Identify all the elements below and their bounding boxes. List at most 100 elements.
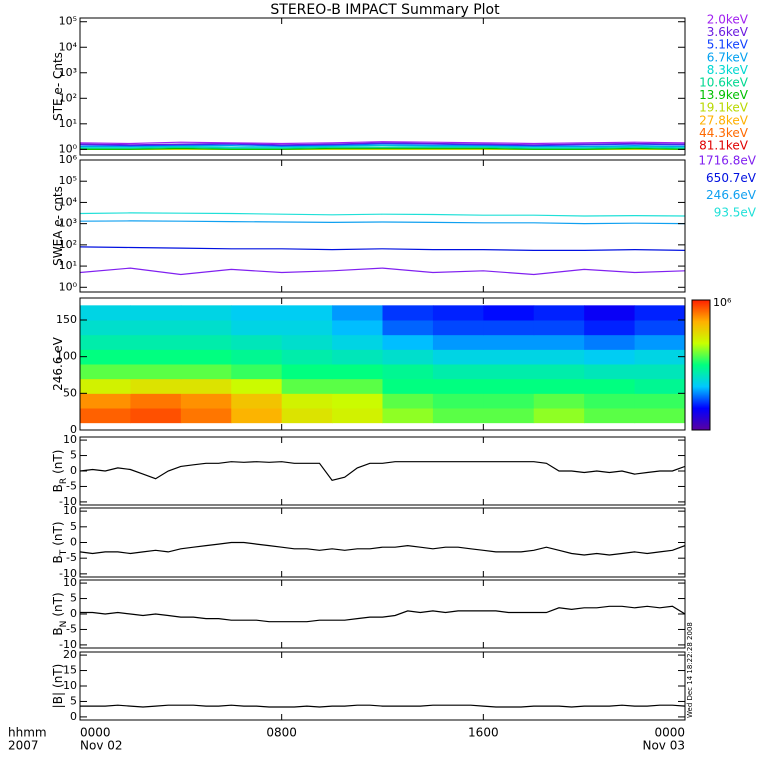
y-label-sub: N <box>59 621 69 628</box>
series-line <box>80 144 685 148</box>
legend-entry: 81.1keV <box>699 139 749 153</box>
heatmap-cell <box>483 378 535 394</box>
y-label-main: B <box>51 484 65 492</box>
y-tick-label: 20 <box>63 648 77 661</box>
series-line <box>80 141 685 145</box>
x-tick-label: 0800 <box>266 726 297 740</box>
heatmap-cell <box>634 320 685 336</box>
y-tick-label: 10 <box>63 679 77 692</box>
panel-plot <box>80 461 685 481</box>
heatmap-cell <box>80 378 131 394</box>
heatmap-cell <box>483 334 535 350</box>
heatmap-cell <box>584 320 636 336</box>
heatmap-cell <box>180 334 232 350</box>
heatmap-cell <box>231 320 283 336</box>
y-label-sub: T <box>59 549 69 556</box>
heatmap-cell <box>533 349 585 365</box>
x-row-label: hhmm <box>8 726 47 740</box>
colorbar <box>691 299 711 431</box>
series-line <box>80 541 685 556</box>
heatmap-cell <box>483 320 535 336</box>
y-tick-label: 50 <box>63 386 77 399</box>
heatmap-cell <box>483 349 535 365</box>
y-label-unit: (nT) <box>51 592 65 616</box>
panel-frame <box>79 17 686 156</box>
y-tick-label: 0 <box>70 607 77 620</box>
heatmap-cell <box>432 334 484 350</box>
heatmap-cell <box>332 393 383 409</box>
heatmap-cell <box>533 334 585 350</box>
y-axis-label: |B| (nT) <box>51 664 65 709</box>
heatmap-cell <box>634 349 685 365</box>
heatmap-cell <box>382 334 434 350</box>
y-tick-label: 10² <box>59 238 77 251</box>
y-tick-label: 10¹ <box>59 259 77 272</box>
y-tick-label: 10⁰ <box>59 142 78 155</box>
heatmap-cell <box>281 408 333 424</box>
panel-frame <box>79 159 686 293</box>
legend-entry: 650.7eV <box>706 171 757 185</box>
heatmap-cell <box>231 349 283 365</box>
heatmap-cell <box>231 408 283 424</box>
heatmap-cell <box>533 320 585 336</box>
heatmap-cell <box>382 349 434 365</box>
heatmap-cell <box>634 364 685 380</box>
heatmap-cell <box>382 320 434 336</box>
heatmap-cell <box>281 364 333 380</box>
heatmap-cell <box>332 305 383 321</box>
heatmap-cell <box>432 349 484 365</box>
heatmap-cell <box>180 393 232 409</box>
heatmap-cell <box>584 393 636 409</box>
panel-plot <box>80 212 685 276</box>
heatmap-cell <box>332 408 383 424</box>
heatmap-cell <box>130 305 182 321</box>
x-tick-label: 0000 <box>80 726 111 740</box>
series-line <box>80 142 685 146</box>
y-label-unit: (nT) <box>51 521 65 545</box>
heatmap-cell <box>180 364 232 380</box>
y-tick-label: 0 <box>70 464 77 477</box>
y-tick-label: 150 <box>56 313 77 326</box>
y-tick-label: 5 <box>70 520 77 533</box>
heatmap-cell <box>432 320 484 336</box>
series-line <box>80 704 685 708</box>
y-axis-label: STE e- Cnts <box>51 52 65 121</box>
y-tick-label: 10⁵ <box>59 174 77 187</box>
y-tick-label: 10 <box>63 576 77 589</box>
y-tick-label: 15 <box>63 664 77 677</box>
y-tick-label: 10³ <box>59 217 77 230</box>
x-date-label: Nov 02 <box>80 739 123 753</box>
x-tick-label: 0000 <box>654 726 685 740</box>
heatmap-cell <box>80 364 131 380</box>
heatmap-cell <box>382 393 434 409</box>
y-tick-label: -10 <box>59 638 77 651</box>
series-line <box>80 267 685 276</box>
heatmap-cell <box>584 378 636 394</box>
y-label-main: B <box>51 555 65 563</box>
y-label-sub: R <box>59 478 69 484</box>
y-tick-label: 5 <box>70 449 77 462</box>
heatmap-cell <box>281 334 333 350</box>
heatmap-cell <box>533 408 585 424</box>
heatmap-cell <box>483 305 535 321</box>
heatmap-cell <box>382 378 434 394</box>
plot-title: STEREO-B IMPACT Summary Plot <box>270 2 500 18</box>
heatmap-cell <box>432 408 484 424</box>
series-line <box>80 246 685 251</box>
heatmap-cell <box>432 393 484 409</box>
heatmap-cell <box>634 408 685 424</box>
y-axis-label: BN (nT) <box>51 592 69 635</box>
heatmap-cell <box>584 364 636 380</box>
heatmap-cell <box>634 393 685 409</box>
legend-entry: 8.3keV <box>707 63 749 77</box>
y-tick-label: -10 <box>59 495 77 508</box>
y-axis-label: BT (nT) <box>51 521 69 563</box>
series-line <box>80 220 685 225</box>
heatmap-cell <box>281 393 333 409</box>
y-tick-label: 10⁶ <box>59 153 78 166</box>
heatmap-cell <box>130 408 182 424</box>
heatmap-cell <box>80 305 131 321</box>
legend-entry: 2.0keV <box>707 13 749 27</box>
heatmap-cell <box>332 364 383 380</box>
panel-plot <box>80 541 685 556</box>
